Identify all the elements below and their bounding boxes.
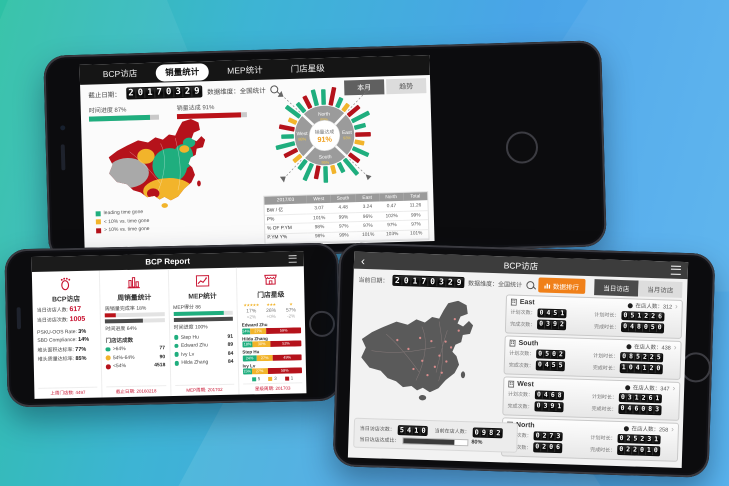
dimension-label: 数据维度：全国统计 [467,281,523,289]
legend-swatch-green [95,210,101,216]
chevron-right-icon[interactable]: › [672,383,676,393]
people-icon [626,343,632,349]
data-rank-button[interactable]: 数据排行 [537,277,586,294]
column-bcp-visit: BCP访店 当日访店人数: 617 当日访店次数: 1005 PSKU-OOS … [31,270,103,399]
column-footer: 星级周期: 201703 [242,382,303,393]
report-title: BCP Report [145,256,191,267]
building-icon [510,298,517,306]
china-visit-map [360,297,474,401]
home-button[interactable] [505,131,539,164]
map-legend: leading time gone < 10% vs. time gone > … [95,209,150,233]
phone-left: BCP Report BCP访店 当日访店人数: 617 当日访店次数: 100… [4,242,342,408]
chevron-right-icon[interactable]: › [673,342,677,352]
people-icon [627,302,633,308]
region-cards: East 在店人数：312 › 计划次数： 0 4 5 1 计划时长： 0 5 1 2 2 6 完成次… [500,294,683,462]
column-title: 门店星级 [257,291,285,300]
tab-sales-stats[interactable]: 销量统计 [155,62,209,82]
building-icon [509,339,516,347]
svg-text:West: West [297,131,309,137]
card-south[interactable]: South 在店人数：438 › 计划次数： 0 5 0 2 计划时长： 0 8 5 2 2 5 完成… [503,335,682,380]
svg-text:91%: 91% [317,135,332,144]
stacked-bar: 24% 27% 49% [242,353,302,362]
time-progress-label: 时间进度 87% [88,107,127,115]
star-distribution: ★★★★★ 17% <2% ★★★ 26% +0% ★ 57% -2% [243,301,297,320]
chevron-right-icon[interactable]: › [671,424,675,434]
svg-text:South: South [319,154,332,160]
visit-ratio-bar [402,436,469,446]
tab-bcp-visit[interactable]: BCP访店 [102,68,138,80]
card-east[interactable]: East 在店人数：312 › 计划次数： 0 4 5 1 计划时长： 0 5 1 2 2 6 完成次… [504,294,683,339]
stacked-bar: 18% 30% 52% [242,340,302,348]
bcp-report-screen: BCP Report BCP访店 当日访店人数: 617 当日访店次数: 100… [31,251,307,399]
column-footer: 截止日期: 20160218 [106,385,166,396]
people-icon [623,425,629,431]
svg-text:North: North [318,111,330,117]
legend-swatch-red [96,227,102,233]
stacked-bar: 14% 27% 59% [241,326,302,335]
rank-bars-icon [543,283,550,289]
date-label: 截止日期： [88,91,121,100]
column-mep-stats: MEP统计 MEP得分 86 时间进度 100% Step Hu 91 Edwar… [168,267,240,397]
column-footer: 上周门店数: 4497 [38,386,98,397]
legend-swatch-yellow [95,219,101,225]
card-west[interactable]: West 在店人数：347 › 计划次数： 0 4 6 8 计划时长： 0 3 1 2 6 1 完成次… [502,376,681,421]
people-icon [624,384,630,390]
visit-title: BCP访店 [503,259,539,271]
svg-text:89%: 89% [320,117,328,122]
footprint-icon [60,277,71,290]
svg-text:93%: 93% [343,135,351,140]
column-store-rating: 门店星级 ★★★★★ 17% <2% ★★★ 26% +0% ★ 57% -2% Edwar… [237,266,307,394]
date-label: 当前日期： [358,277,389,285]
china-sales-map [107,118,207,208]
menu-icon[interactable] [288,255,297,263]
shop-icon [264,274,277,285]
column-title: BCP访店 [52,295,81,304]
rating-legend: 5 3 1 [243,375,302,381]
search-icon[interactable] [525,280,535,289]
trend-button[interactable]: 趋势 [386,78,427,95]
tab-today-visits[interactable]: 当日访店 [594,278,639,297]
svg-text:95%: 95% [321,160,329,165]
column-weekly-sales: 周销量统计 周销量完成率 18% 时间进度 64% 门店达成数 >64% 77 5… [100,269,171,398]
svg-text:East: East [342,130,353,136]
sales-radial-chart: North 89% East 93% South 95% West 88% 销量… [275,86,372,183]
line-chart-icon [195,274,209,287]
card-north[interactable]: North 在店人数：258 › 计划次数： 0 2 7 3 计划时长： 0 2 5 2 3 1 完成… [500,417,680,462]
tab-store-rating[interactable]: 门店星级 [290,62,325,74]
speaker [16,307,22,330]
stacked-bar: 15% 27% 58% [242,367,303,375]
svg-text:88%: 88% [298,136,306,141]
menu-icon[interactable] [670,265,682,275]
tab-mep-stats[interactable]: MEP统计 [227,64,263,76]
bar-chart-icon [127,276,141,288]
chevron-right-icon[interactable]: › [674,301,678,311]
building-icon [508,380,515,388]
column-title: 周销量统计 [117,294,152,303]
tab-month-visits[interactable]: 当月访店 [638,280,683,298]
regional-sales-table: 2017/03 West South East North Total BW / 亿 3.07… [263,191,430,245]
home-button[interactable] [308,310,336,338]
camera [60,125,66,131]
sales-progress-label: 销量达成 91% [176,105,215,113]
dimension-label: 数据维度：全国统计 [207,87,266,97]
column-title: MEP统计 [188,293,217,301]
speaker [60,144,66,171]
svg-text:销量达成: 销量达成 [315,128,335,136]
back-icon[interactable]: ‹ [360,253,366,268]
column-footer: MEP周期: 201702 [174,383,235,394]
